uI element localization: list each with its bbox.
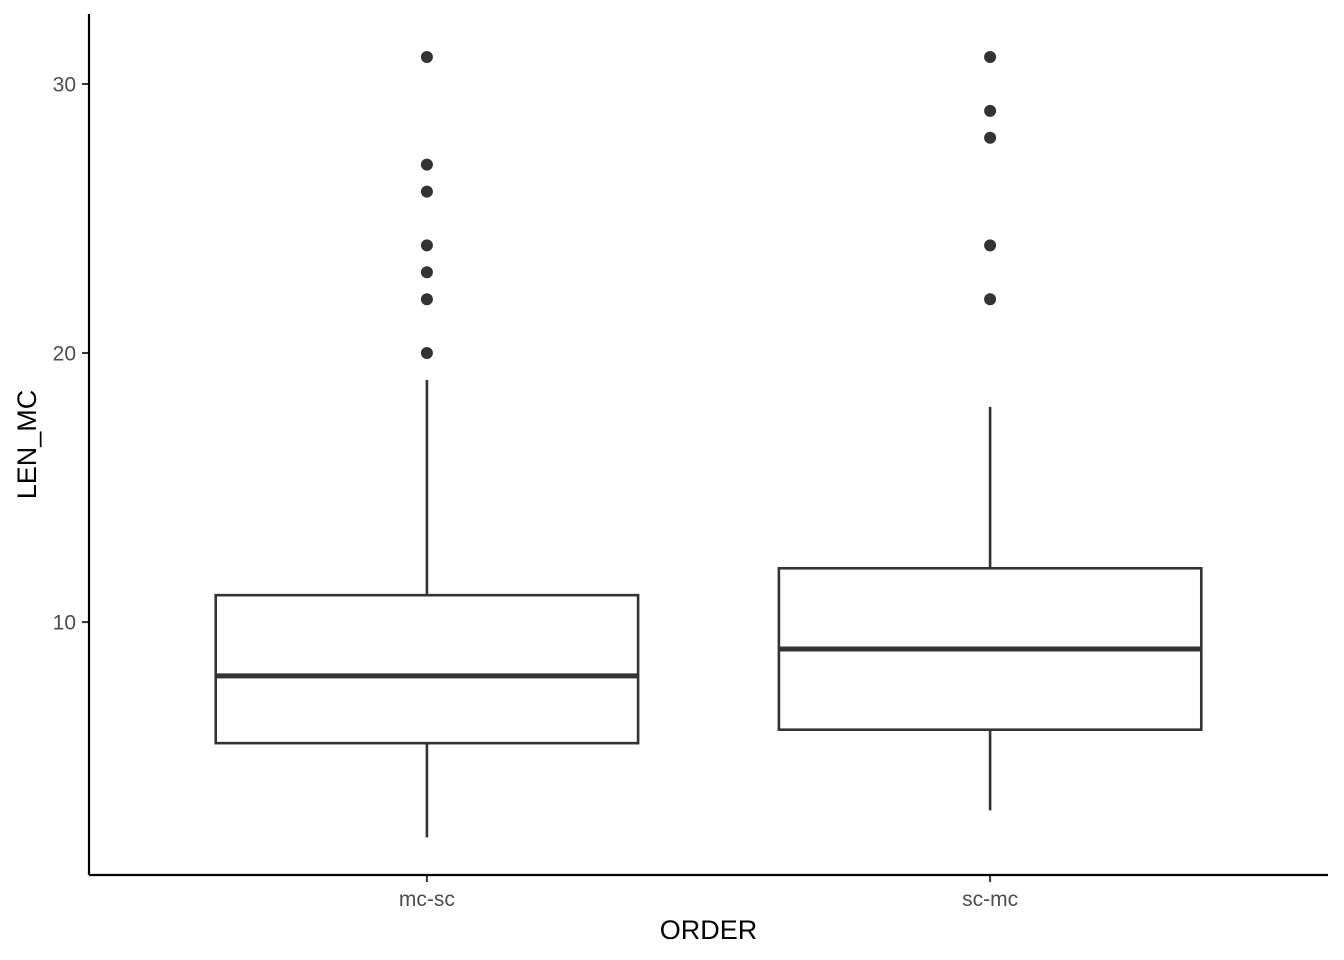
iqr-box bbox=[214, 593, 640, 745]
outlier-point bbox=[984, 131, 997, 144]
boxes-layer bbox=[214, 51, 1203, 838]
outlier-point bbox=[984, 51, 997, 64]
y-tick-label: 10 bbox=[53, 612, 76, 635]
y-tick-label: 20 bbox=[53, 343, 76, 366]
outlier-point bbox=[420, 293, 433, 306]
outlier-point bbox=[420, 266, 433, 279]
y-axis-ticks: 10 20 30 bbox=[53, 73, 89, 635]
outlier-point bbox=[420, 158, 433, 171]
outlier-point bbox=[984, 293, 997, 306]
outlier-point bbox=[420, 239, 433, 252]
outlier-point bbox=[984, 104, 997, 117]
outlier-point bbox=[420, 185, 433, 198]
x-axis-ticks: mc-sc sc-mc bbox=[399, 875, 1018, 911]
x-tick-label: sc-mc bbox=[962, 888, 1018, 911]
outlier-point bbox=[420, 51, 433, 64]
x-axis-title: ORDER bbox=[660, 915, 758, 945]
x-tick-label: mc-sc bbox=[399, 888, 455, 911]
outlier-point bbox=[984, 239, 997, 252]
box-group-sc-mc bbox=[777, 51, 1203, 811]
y-axis-title: LEN_MC bbox=[12, 390, 42, 500]
box-group-mc-sc bbox=[214, 51, 640, 838]
y-tick-label: 30 bbox=[53, 73, 76, 96]
outlier-point bbox=[420, 347, 433, 360]
